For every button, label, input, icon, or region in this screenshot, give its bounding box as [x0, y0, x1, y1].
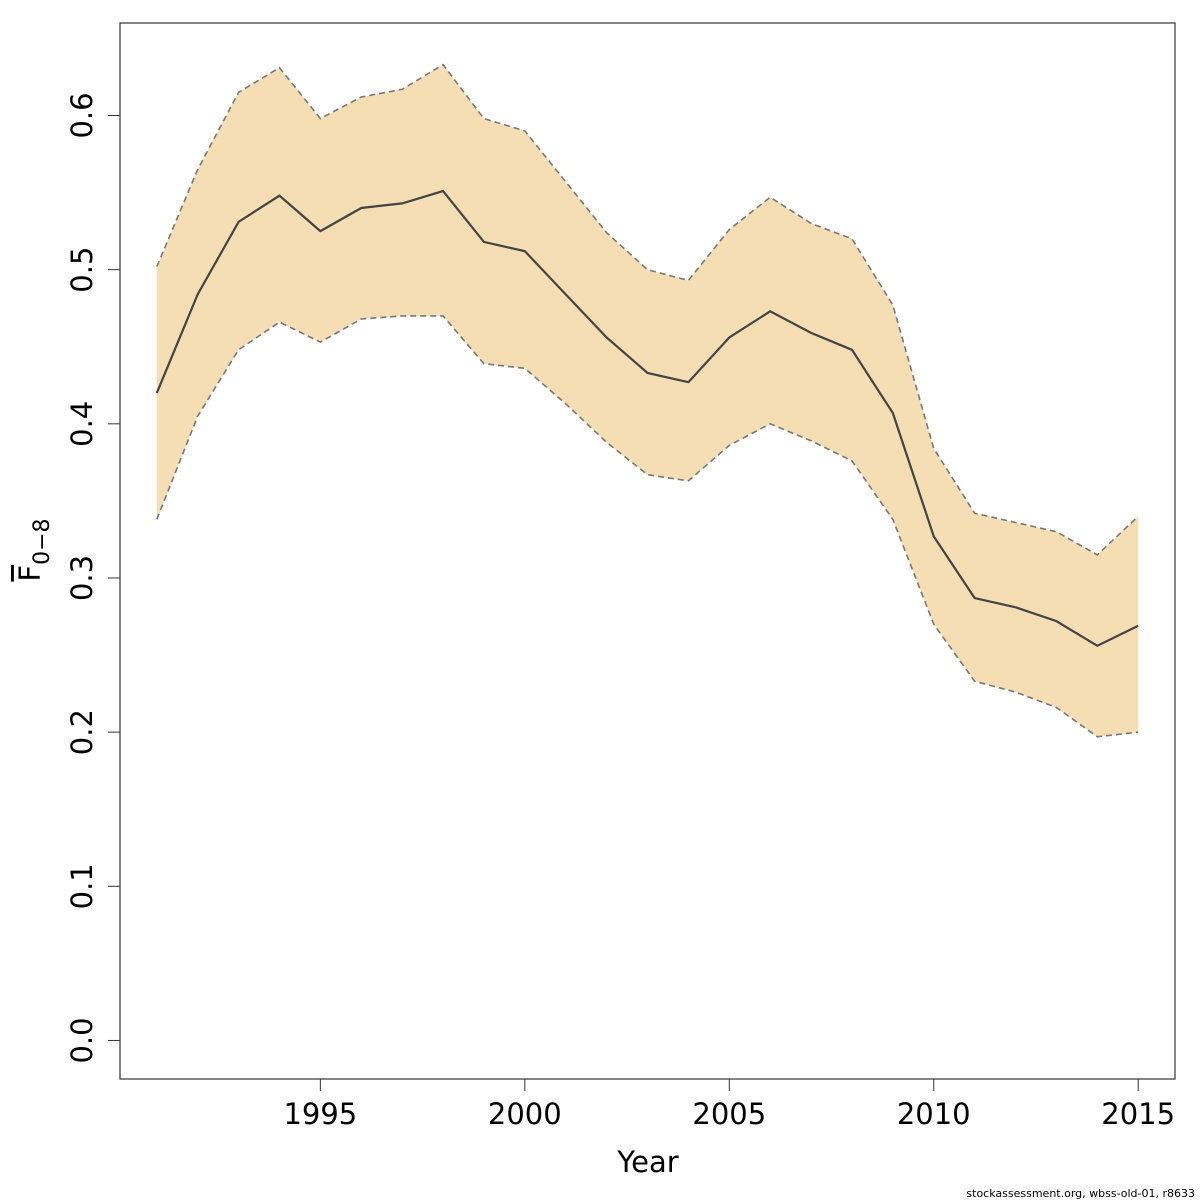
- svg-text:F0−8: F0−8: [13, 518, 55, 581]
- y-axis-title-base: F: [13, 565, 47, 582]
- x-tick-label: 2000: [488, 1097, 562, 1131]
- x-axis: 1995 2000 2005 2010 2015: [283, 1078, 1175, 1131]
- x-tick-label: 2005: [692, 1097, 766, 1131]
- y-axis-title: F0−8: [13, 518, 55, 581]
- y-tick-label: 0.2: [65, 709, 99, 755]
- y-tick-label: 0.3: [65, 555, 99, 601]
- upper-bound-line: [156, 63, 1139, 556]
- y-axis-title-subscript: 0−8: [30, 518, 55, 564]
- y-tick-label: 0.4: [65, 401, 99, 447]
- x-tick-label: 1995: [283, 1097, 357, 1131]
- x-tick-label: 2015: [1101, 1097, 1175, 1131]
- confidence-band: [156, 64, 1139, 737]
- footer-credit: stockassessment.org, wbss-old-01, r8633: [966, 1187, 1195, 1200]
- y-tick-label: 0.1: [65, 863, 99, 909]
- lower-bound-line: [156, 315, 1139, 738]
- x-tick-label: 2010: [897, 1097, 971, 1131]
- confidence-band-group: [156, 64, 1139, 737]
- x-axis-title: Year: [616, 1145, 678, 1179]
- y-tick-label: 0.5: [65, 247, 99, 293]
- y-axis: 0.0 0.1 0.2 0.3 0.4 0.5 0.6: [65, 92, 121, 1064]
- y-tick-label: 0.6: [65, 92, 99, 138]
- y-tick-label: 0.0: [65, 1017, 99, 1063]
- estimate-line: [155, 189, 1139, 648]
